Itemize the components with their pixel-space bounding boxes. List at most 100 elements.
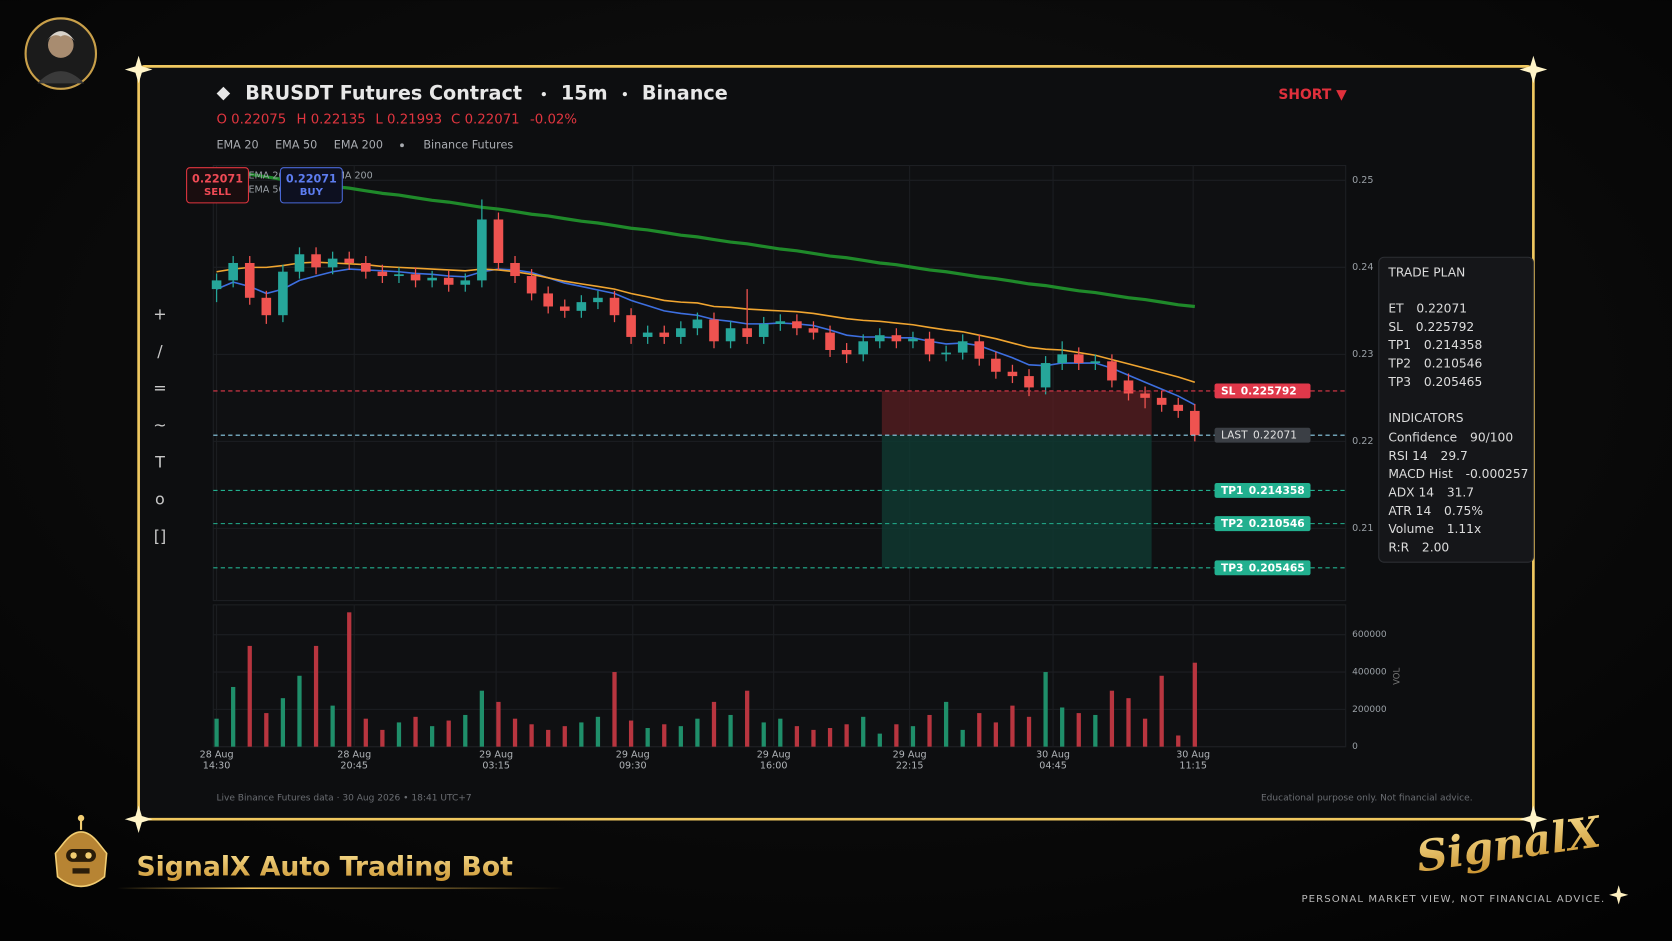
y-tick-label: 0.21 [1352,523,1373,534]
price-pane [212,164,1347,602]
plot: 0.21 0.22 0.23 0.24 0.25 SL 0.225792 LAST 0.2207… [200,165,1402,771]
candle-body [460,280,471,285]
candle-body [361,262,371,272]
row-value: 0.210546 [1424,356,1483,370]
volume-bar [1126,698,1131,747]
volume-bar [1192,662,1197,747]
candle-body [626,315,636,337]
x-tick-label: 22:15 [896,760,924,771]
title-icon [216,86,231,101]
tool-button[interactable]: o [155,489,165,508]
footer-note: Live Binance Futures data · 30 Aug 2026 … [216,793,471,803]
chart-title: BRUSDT Futures Contract [245,82,522,105]
tool-button[interactable]: + [153,304,166,323]
candle-body [1007,371,1018,377]
volume-bar [579,722,584,747]
legend-entry: EMA 20 [248,171,284,182]
candle-body [327,258,338,268]
candle-body [559,306,570,311]
candle-body [477,219,487,281]
legend-entry: EMA 200 [331,171,373,182]
buy-button[interactable]: 0.22071 BUY [279,167,343,204]
tool-button[interactable]: T [154,452,165,471]
volume-bar [811,729,816,747]
x-tick-label: 28 Aug [200,750,234,761]
candle-body [1040,363,1051,388]
candle-body [775,321,786,324]
candle-body [758,323,769,337]
volume-bar [1176,735,1181,747]
candle-body [1024,376,1034,388]
candle-body [244,262,255,298]
candle-body [1156,397,1167,405]
level-tag [1214,560,1311,576]
plan-row: TP2 0.210546 [1387,356,1482,370]
plan-row: RSI 14 29.7 [1388,448,1467,462]
volume-bar [628,720,634,747]
plan-row: TP1 0.214358 [1387,338,1482,352]
tool-button[interactable]: ~ [153,415,166,434]
volume-bar [363,718,368,747]
volume-bar [264,713,269,747]
volume-bar [512,718,518,747]
volume-bar [1142,718,1148,747]
x-tick-label: 04:45 [1039,760,1067,771]
level-name: SL [1221,384,1236,397]
candle-body [1123,380,1134,394]
sparkle [1609,885,1629,905]
toolbar: + / = ~ To [] [153,304,166,545]
ema-line [216,168,1195,309]
level-name: TP3 [1221,561,1244,574]
volume-bar [463,714,468,747]
candle-body [278,271,288,316]
row-label: Volume [1388,522,1434,536]
volume-bar [728,714,733,747]
candle-body [443,277,454,285]
volume-bar [313,645,319,747]
y-tick-label: 0.23 [1352,349,1373,360]
row-label: R:R [1388,540,1409,554]
x-tick-label: 29 Aug [479,750,513,761]
ohlc-item: O 0.22075 [216,113,286,128]
y-tick-label: 0.24 [1352,262,1373,273]
ema-line [216,261,1196,383]
volume-bar [645,728,650,747]
volume-bar [446,720,451,747]
tool-button[interactable]: / [157,341,163,360]
candle-body [692,319,703,329]
row-label: RSI 14 [1388,448,1428,462]
level-name: TP1 [1221,484,1244,497]
x-tick-label: 30 Aug [1176,750,1210,761]
volume-bar [794,726,800,747]
sell-price: 0.22071 [192,172,243,185]
volume-bar [1159,675,1164,747]
ohlc-label: O [216,113,226,128]
volume-bar [1093,714,1098,747]
volume-bar [496,701,501,747]
tool-button[interactable]: [] [154,526,166,545]
tool-button[interactable]: = [153,378,166,397]
exchange: Binance [642,82,728,105]
volume-bar [861,716,866,747]
plan-row: ET 0.22071 [1388,301,1467,315]
candle-body [659,332,670,337]
candle-body [709,319,719,342]
volume-bar [1010,705,1015,747]
level-label: TP1 0.214358 [1221,484,1305,497]
volume-bar [396,722,402,747]
chart-legend: EMA 20 EMA 50 EMA 200 [248,171,372,196]
candle-body [576,302,587,311]
x-tick-label: 14:30 [203,760,231,771]
volume-bar [1026,716,1032,747]
candle-body [609,297,620,316]
volume-bar [927,714,932,747]
side-indicator[interactable]: SHORT ▼ [1278,87,1347,103]
volume-bar [678,726,683,747]
y-tick-label: 0 [1352,742,1358,752]
volume-bar [827,728,833,747]
candle-body [377,271,388,277]
volume-bar [429,726,435,747]
candle-body [543,293,553,307]
sell-button[interactable]: 0.22071 SELL [186,167,249,204]
row-value: 29.7 [1441,448,1468,462]
